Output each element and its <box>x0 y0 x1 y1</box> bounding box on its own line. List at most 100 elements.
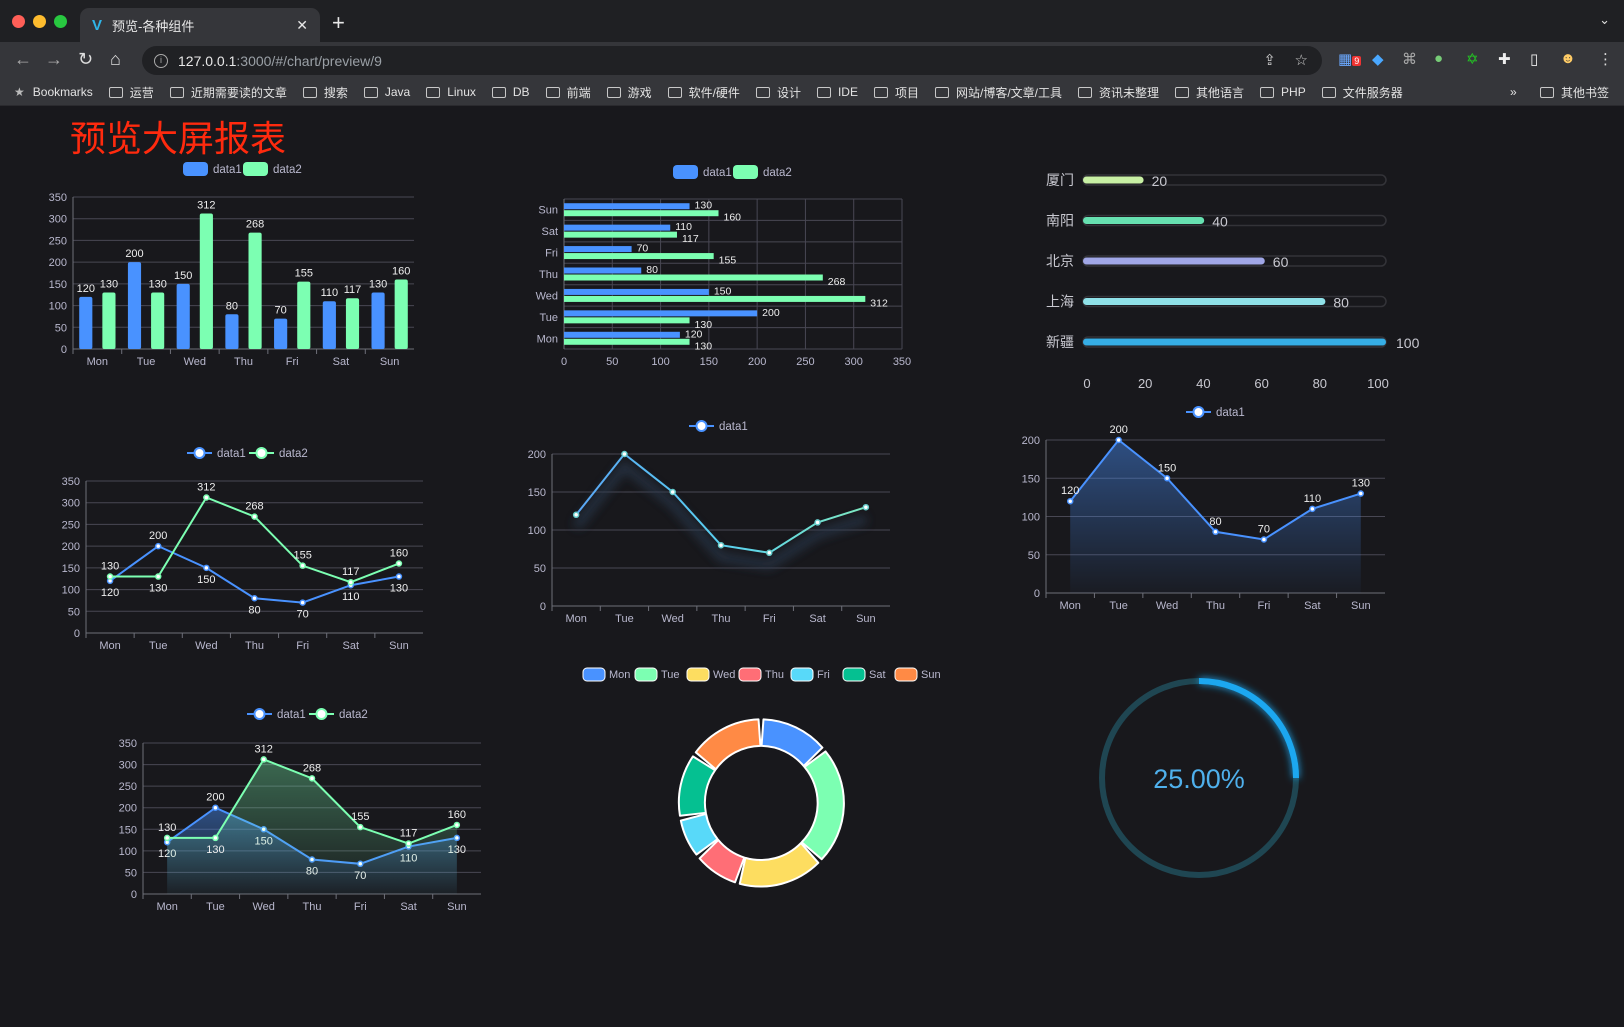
bookmark-folder[interactable]: 资讯未整理 <box>1078 84 1159 101</box>
y-tick-label: 100 <box>528 525 546 537</box>
bar-value-label: 130 <box>369 279 387 291</box>
home-icon[interactable]: ⌂ <box>110 49 121 69</box>
bar <box>371 292 385 349</box>
bookmark-folder[interactable]: Linux <box>426 85 476 99</box>
minimize-window-button[interactable] <box>33 15 46 28</box>
menu-kebab-icon[interactable]: ⋮ <box>1598 51 1613 68</box>
star-extension-icon[interactable]: ✡ <box>1466 51 1479 68</box>
y-tick-label: 200 <box>119 803 137 815</box>
bookmark-folder[interactable]: 文件服务器 <box>1321 84 1403 101</box>
legend-label: Wed <box>713 669 735 681</box>
forward-arrow-icon[interactable]: → <box>45 49 63 69</box>
data-point <box>1260 536 1268 543</box>
data-point <box>669 488 676 496</box>
legend-swatch <box>686 667 710 682</box>
reload-icon[interactable]: ↻ <box>78 49 94 69</box>
bar <box>564 331 680 338</box>
extension-icon[interactable]: ▦ 9 <box>1338 51 1362 68</box>
bookmark-label: 近期需要读的文章 <box>190 85 287 100</box>
progress-value: 40 <box>1212 214 1228 230</box>
x-tick-label: Tue <box>206 901 225 913</box>
back-arrow-icon[interactable]: ← <box>14 49 32 69</box>
bookmark-folder[interactable]: 近期需要读的文章 <box>169 84 287 101</box>
bar <box>564 203 690 210</box>
circle-extension-icon[interactable]: ● <box>1434 50 1444 67</box>
point-value-label: 80 <box>1209 516 1221 528</box>
bookmark-label: 项目 <box>894 85 919 100</box>
y-tick-label: 100 <box>1022 512 1040 524</box>
legend-label: data2 <box>279 448 308 460</box>
bookmark-folder[interactable]: 项目 <box>873 84 919 101</box>
bookmark-folder[interactable]: 搜索 <box>302 84 348 101</box>
tab-title: 预览-各种组件 <box>112 18 195 34</box>
bookmark-folder[interactable]: PHP <box>1260 85 1306 99</box>
x-tick-label: 0 <box>1083 376 1090 391</box>
bookmark-folder[interactable]: Java <box>363 85 411 99</box>
bar <box>564 246 632 253</box>
bar <box>127 262 142 349</box>
bookmark-folder[interactable]: IDE <box>816 85 858 99</box>
gem-extension-icon[interactable]: ◆ <box>1372 51 1384 68</box>
bookmark-folder[interactable]: 设计 <box>755 84 801 101</box>
other-bookmarks-folder[interactable]: 其他书签 <box>1540 84 1609 101</box>
data-point <box>106 573 114 580</box>
bar <box>564 317 690 324</box>
folder-icon <box>606 86 621 98</box>
bar-value-label: 150 <box>714 285 732 297</box>
share-icon[interactable]: ⇪ <box>1263 52 1276 69</box>
address-bar[interactable]: i 127.0.0.1:3000/#/chart/preview/9 ⇪ ☆ <box>142 46 1322 75</box>
y-tick-label: 0 <box>1034 588 1040 600</box>
bookmark-label: IDE <box>837 85 858 99</box>
x-tick-label: 40 <box>1196 376 1210 391</box>
point-value-label: 80 <box>248 604 260 616</box>
bookmark-folder[interactable]: 游戏 <box>606 84 652 101</box>
close-window-button[interactable] <box>12 15 25 28</box>
data-point <box>572 511 580 519</box>
bookmark-label: Java <box>384 85 411 99</box>
folder-icon <box>1540 86 1554 98</box>
y-tick-label: 0 <box>74 628 80 640</box>
data-point <box>308 775 316 782</box>
pie-slice <box>698 838 746 884</box>
command-extension-icon[interactable]: ⌘ <box>1402 51 1417 68</box>
profile-avatar[interactable]: ☻ <box>1560 50 1576 67</box>
bookmark-star-icon[interactable]: ☆ <box>1294 52 1308 69</box>
bookmark-folder[interactable]: 软件/硬件 <box>667 84 740 101</box>
x-tick-label: 0 <box>561 356 567 368</box>
legend-label: data1 <box>277 709 306 721</box>
side-panel-icon[interactable]: ▯ <box>1530 51 1539 68</box>
extensions-puzzle-icon[interactable]: ✚ <box>1498 51 1511 68</box>
browser-tab[interactable]: V 预览-各种组件 ✕ <box>80 8 320 42</box>
bookmark-folder[interactable]: 运营 <box>108 84 154 101</box>
tab-search-chevron-icon[interactable]: ⌄ <box>1599 12 1610 27</box>
bookmarks-manager[interactable]: ★ Bookmarks <box>14 85 93 99</box>
maximize-window-button[interactable] <box>54 15 67 28</box>
progress-fill <box>1083 338 1386 346</box>
bar-value-label: 155 <box>295 268 313 280</box>
gauge-progress <box>1198 678 1299 779</box>
bar <box>79 296 93 349</box>
legend-label: Thu <box>765 669 784 681</box>
folder-icon <box>363 86 378 98</box>
bar-value-label: 160 <box>724 212 742 224</box>
point-value-label: 130 <box>158 822 176 834</box>
bar <box>564 253 714 260</box>
y-tick-label: 0 <box>61 344 67 356</box>
bookmark-folder[interactable]: DB <box>491 85 530 99</box>
extension-badge: 9 <box>1352 56 1362 66</box>
bookmark-label: 文件服务器 <box>1342 85 1403 100</box>
bar-value-label: 130 <box>695 200 713 212</box>
x-tick-label: Wed <box>662 613 684 625</box>
x-tick-label: 20 <box>1138 376 1152 391</box>
point-value-label: 70 <box>1258 523 1270 535</box>
bookmark-folder[interactable]: 其他语言 <box>1175 84 1244 101</box>
site-info-icon[interactable]: i <box>154 53 168 68</box>
bookmark-label: 搜索 <box>323 85 348 100</box>
bookmark-folder[interactable]: 网站/博客/文章/工具 <box>934 84 1062 101</box>
more-bookmarks-button[interactable]: » <box>1510 85 1517 99</box>
point-value-label: 312 <box>255 743 273 755</box>
close-tab-icon[interactable]: ✕ <box>296 16 308 33</box>
new-tab-button[interactable]: + <box>332 10 345 35</box>
bookmark-folder[interactable]: 前端 <box>545 84 591 101</box>
